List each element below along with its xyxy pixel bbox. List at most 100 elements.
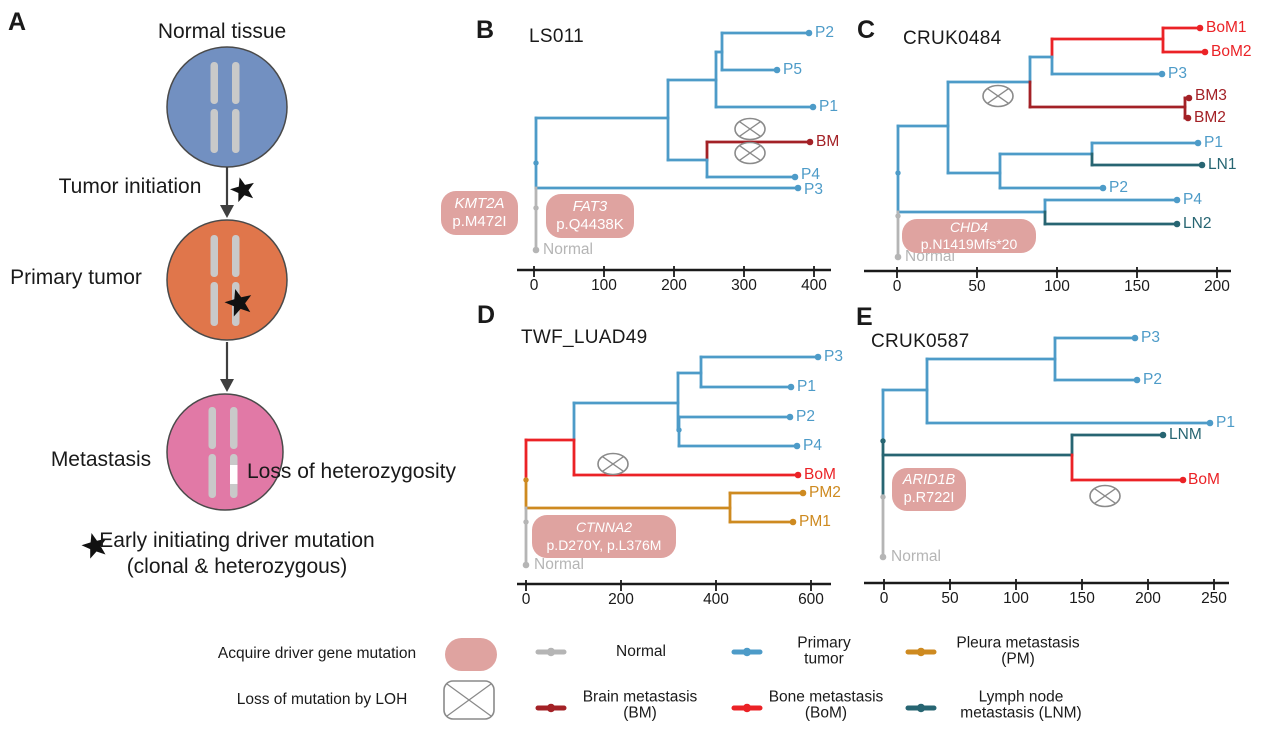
tip-label-normal: Normal [891,548,941,565]
tree-tip-dot [789,518,797,526]
tree-tip-dot [1131,334,1139,342]
mutation-gene: CHD4 [949,218,989,235]
loh-cross-line [1093,487,1117,505]
tip-label-p1: P1 [1216,414,1235,431]
metastasis-cell [166,393,284,511]
tip-label-p3: P3 [824,348,843,365]
tip-label-bom: BoM [804,466,836,483]
axis-tick-label: 150 [1124,278,1150,295]
axis-tick-label: 100 [1003,590,1029,607]
chromosome-arm [208,407,216,449]
tip-label-p1: P1 [797,378,816,395]
mutation-gene: KMT2A [454,194,505,212]
chromosome-arm [210,62,218,104]
axis-tick-label: 0 [893,278,902,295]
primary-tumor-label: Primary tumor [10,266,142,289]
tip-label-p3: P3 [1168,65,1187,82]
tree-node-dot [895,170,901,176]
loh-cross-line [446,683,492,717]
axis-tick-label: 250 [1201,590,1227,607]
panel-b-title: LS011 [529,26,585,47]
legend-text-bone-metastasis: Bone metastasis (BoM) [768,688,884,722]
axis-tick-label: 0 [530,277,539,294]
axis-tick-label: 150 [1069,590,1095,607]
tip-label-bom: BoM [1188,471,1220,488]
tree-tip-dot [1194,139,1202,147]
loh-text-label: Loss of heterozygosity [247,460,456,483]
legend-marker-dot-primary-tumor [742,647,752,657]
axis-tick-label: 400 [703,591,729,608]
tree-tip-dot [794,471,802,479]
axis-tick-label: 400 [801,277,827,294]
tree-node-dot [895,213,901,219]
tree-tip-dot [1158,70,1166,78]
loh-cross-line [738,120,762,138]
tip-label-bom2: BoM2 [1211,43,1252,60]
axis-tick-label: 100 [1044,278,1070,295]
chromosome-arm [208,454,216,498]
panel-a-letter: A [8,8,27,36]
legend-acquire-label: Acquire driver gene mutation [217,645,417,662]
tip-label-bm2: BM2 [1194,109,1226,126]
axis-tick-label: 0 [880,590,889,607]
panel-b-letter: B [476,16,495,44]
legend-marker-dot-brain-metastasis [546,703,556,713]
axis-tick-label: 200 [1204,278,1230,295]
tree-tip-dot [805,29,813,37]
mutation-change: p.N1419Mfs*20 [920,236,1018,252]
tree-node-dot [676,427,682,433]
chromosome-arm [230,407,238,449]
legend-text-lymph-node-metastasis: Lymph node metastasis (LNM) [960,688,1082,722]
tree-tip-dot [1184,114,1192,122]
legend-text-primary-tumor: Primary tumor [797,634,851,668]
panel-d-letter: D [477,301,496,329]
mutation-change: p.D270Y, p.L376M [546,536,662,553]
legend-marker-dot-pleura-metastasis [916,647,926,657]
tip-label-bom1: BoM1 [1206,19,1247,36]
tip-label-p2: P2 [1109,179,1128,196]
mutation-gene: ARID1B [902,471,956,488]
tip-label-normal: Normal [534,556,584,573]
tree-node-dot [880,494,886,500]
tree-tip-dot [1173,196,1181,204]
tree-tip-dot [1133,376,1141,384]
tree-tip-dot [1159,431,1167,439]
tree-tip-dot [786,413,794,421]
tree-tip-dot [532,246,540,254]
metastasis-label: Metastasis [50,448,152,471]
loh-cross-line [738,144,762,162]
legend-text-normal: Normal [616,642,666,660]
tree-node-dot [880,438,886,444]
tip-label-lnm: LNM [1169,426,1202,443]
tumor-initiation-label: Tumor initiation [58,175,202,198]
axis-tick-label: 200 [661,277,687,294]
panel-c-letter: C [857,16,876,44]
star-note-line2: (clonal & heterozygous) [126,555,348,578]
axis-tick-label: 200 [608,591,634,608]
tree-tip-dot [1173,220,1181,228]
axis-tick-label: 50 [968,278,986,295]
normal-tissue-label: Normal tissue [157,20,287,43]
tree-tip-dot [773,66,781,74]
initiation-star-icon [230,177,254,203]
tree-tip-dot [1198,161,1206,169]
axis-tick-label: 600 [798,591,824,608]
legend-text-brain-metastasis: Brain metastasis (BM) [582,688,698,722]
chromosome-arm [232,109,240,153]
tree-node-dot [533,160,539,166]
tip-label-p1: P1 [1204,134,1223,151]
loh-cross-line [986,87,1010,105]
tip-label-ln2: LN2 [1183,215,1212,232]
tip-label-p3: P3 [804,181,823,198]
legend-marker-dot-normal [546,647,556,657]
tip-label-p2: P2 [796,408,815,425]
tip-label-ln1: LN1 [1208,156,1237,173]
mutation-box-chd4: CHD4 p.N1419Mfs*20 [902,219,1036,253]
axis-tick-label: 50 [941,590,959,607]
tree-tip-dot [791,173,799,181]
tip-label-p1: P1 [819,98,838,115]
star-note-line1: Early initiating driver mutation [99,529,375,552]
tree-tip-dot [794,184,802,192]
mutation-box-ctnna2: CTNNA2 p.D270Y, p.L376M [532,515,676,558]
